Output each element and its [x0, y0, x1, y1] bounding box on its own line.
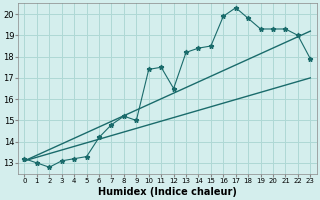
- X-axis label: Humidex (Indice chaleur): Humidex (Indice chaleur): [98, 187, 237, 197]
